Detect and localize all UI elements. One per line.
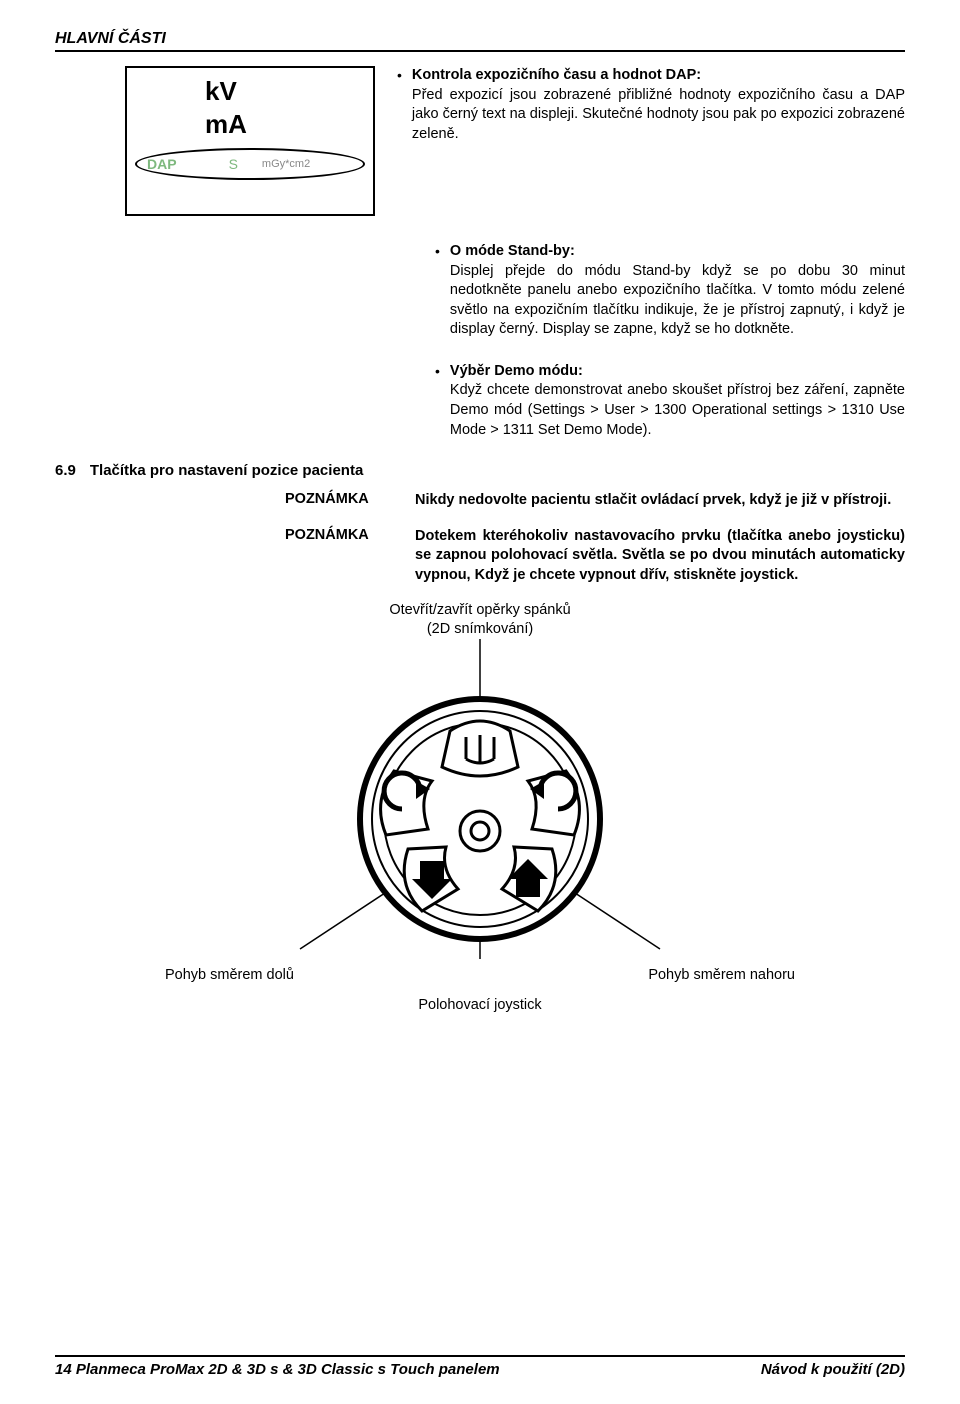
section-heading: 6.9 Tlačítka pro nastavení pozice pacien… <box>55 462 905 479</box>
bullet-dot-icon: • <box>397 66 402 194</box>
caption-line-2: (2D snímkování) <box>427 621 533 637</box>
note-label: POZNÁMKA <box>285 491 415 511</box>
kv-label: kV <box>205 76 365 107</box>
bullet-3-text: Když chcete demonstrovat anebo skoušet p… <box>450 382 905 437</box>
bullet-1-title: Kontrola expozičního času a hodnot DAP: <box>412 67 701 83</box>
temple-support-button <box>442 721 518 776</box>
note-2: POZNÁMKA Dotekem kteréhokoliv nastavovac… <box>285 527 905 586</box>
note-1: POZNÁMKA Nikdy nedovolte pacientu stlači… <box>285 491 905 511</box>
diagram-area: Otevřít/zavřít opěrky spánků (2D snímkov… <box>55 601 905 1013</box>
bullet-1-text: Před expozicí jsou zobrazené přibližné h… <box>412 87 905 142</box>
page-header: HLAVNÍ ČÁSTI <box>55 30 905 52</box>
lower-labels: Pohyb směrem dolů Pohyb směrem nahoru <box>165 967 795 983</box>
footer-left: 14 Planmeca ProMax 2D & 3D s & 3D Classi… <box>55 1361 500 1378</box>
page-footer: 14 Planmeca ProMax 2D & 3D s & 3D Classi… <box>55 1355 905 1378</box>
footer-right: Návod k použití (2D) <box>761 1361 905 1378</box>
dap-label: DAP <box>147 156 177 172</box>
rotate-right-button <box>528 771 579 835</box>
diagram-top-caption: Otevřít/zavřít opěrky spánků (2D snímkov… <box>55 601 905 639</box>
s-label: S <box>229 156 238 172</box>
dap-oval: DAP S mGy*cm2 <box>135 148 365 180</box>
control-panel-diagram <box>260 639 700 959</box>
caption-line-1: Otevřít/zavřít opěrky spánků <box>389 602 570 618</box>
bullet-3: • Výběr Demo módu: Když chcete demonstro… <box>435 362 905 440</box>
display-illustration: kV mA DAP S mGy*cm2 <box>125 66 375 216</box>
note-1-body: Nikdy nedovolte pacientu stlačit ovládac… <box>415 491 905 511</box>
bullet-2-text: Displej přejde do módu Stand-by když se … <box>450 263 905 338</box>
bullet-dot-icon: • <box>435 242 440 340</box>
section-number: 6.9 <box>55 462 76 479</box>
bullet-2-title: O móde Stand-by: <box>450 243 575 259</box>
row-display-and-bullet: kV mA DAP S mGy*cm2 • Kontrola expoziční… <box>55 66 905 216</box>
section-title: Tlačítka pro nastavení pozice pacienta <box>90 462 363 479</box>
bullet-2-body: O móde Stand-by: Displej přejde do módu … <box>450 242 905 340</box>
bullet-2: • O móde Stand-by: Displej přejde do mód… <box>435 242 905 340</box>
mgy-label: mGy*cm2 <box>262 158 310 170</box>
note-2-body: Dotekem kteréhokoliv nastavovacího prvku… <box>415 527 905 586</box>
ma-label: mA <box>205 109 365 140</box>
rotate-left-button <box>381 771 432 835</box>
bullet-1: • Kontrola expozičního času a hodnot DAP… <box>397 66 905 194</box>
bullet-3-title: Výběr Demo módu: <box>450 363 583 379</box>
note-label: POZNÁMKA <box>285 527 415 586</box>
bullet-dot-icon: • <box>435 362 440 440</box>
label-move-down: Pohyb směrem dolů <box>165 967 294 983</box>
bullet-3-body: Výběr Demo módu: Když chcete demonstrova… <box>450 362 905 440</box>
label-joystick: Polohovací joystick <box>55 997 905 1013</box>
label-move-up: Pohyb směrem nahoru <box>648 967 795 983</box>
bullet-1-body: Kontrola expozičního času a hodnot DAP: … <box>412 66 905 194</box>
